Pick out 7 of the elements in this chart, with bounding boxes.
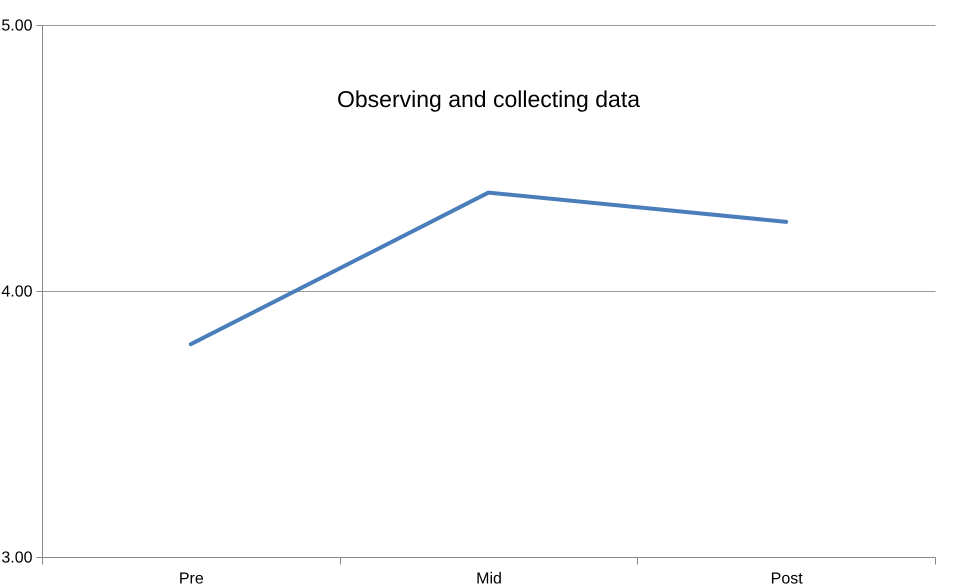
y-tick-label: 3.00 <box>1 550 33 566</box>
x-tick-label: Pre <box>178 570 204 587</box>
x-tick-label: Post <box>770 570 804 587</box>
y-tick-label: 5.00 <box>1 18 33 34</box>
text: Observing and collecting data <box>336 86 640 112</box>
x-tick-label: Mid <box>476 570 502 587</box>
y-tick-label: 4.00 <box>1 284 33 300</box>
